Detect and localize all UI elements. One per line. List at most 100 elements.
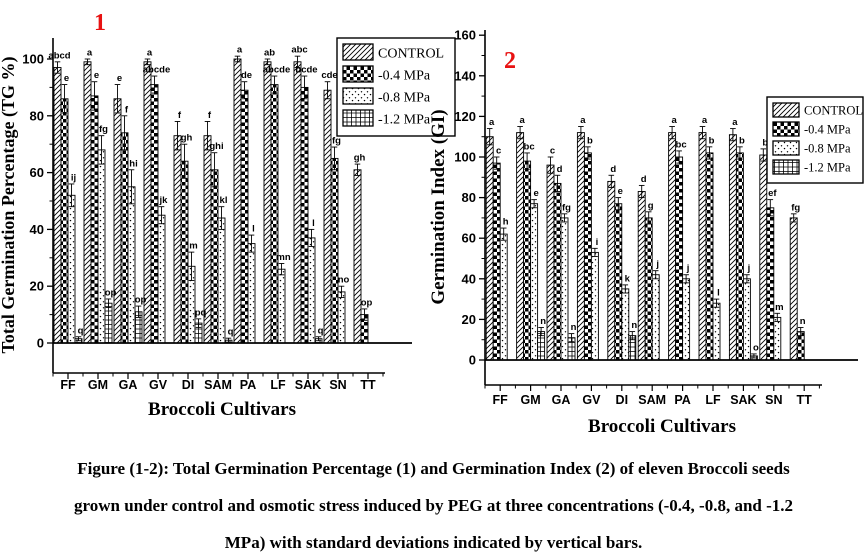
bar-check (705, 152, 714, 361)
significance-letter: gh (354, 153, 366, 164)
bar-dots (277, 268, 286, 344)
bar-dots (97, 149, 106, 344)
significance-letter: b (762, 137, 768, 148)
significance-letter: fg (562, 202, 571, 213)
significance-letter: k (625, 273, 631, 284)
bar-dots (127, 186, 136, 344)
bar-check (240, 89, 249, 344)
significance-letter: n (631, 320, 637, 331)
category-label: DI (616, 393, 629, 407)
bar-dots (157, 214, 166, 344)
significance-letter: a (580, 115, 586, 126)
bar-grid (104, 302, 113, 344)
significance-letter: c (496, 146, 501, 157)
legend-label: CONTROL (804, 104, 863, 118)
legend-label: -1.2 MPa (378, 113, 431, 128)
significance-letter: b (587, 135, 593, 146)
significance-letter: ij (71, 172, 76, 183)
legend-swatch-diag (342, 43, 374, 61)
bar-diag (668, 132, 677, 361)
bar-diag (637, 191, 646, 361)
significance-letter: d (557, 164, 563, 175)
bar-diag (353, 169, 362, 344)
bar-diag (576, 132, 585, 361)
significance-letter: q (78, 325, 84, 336)
significance-letter: jk (159, 195, 169, 206)
bar-check (766, 207, 775, 361)
significance-letter: ab (264, 48, 275, 59)
significance-letter: a (237, 45, 243, 56)
significance-letter: q (228, 327, 234, 338)
significance-letter: m (189, 241, 197, 252)
y-tick-label: 0 (37, 336, 44, 351)
significance-letter: abcde (263, 65, 290, 76)
significance-letter: fg (332, 136, 341, 147)
bar-dots (247, 243, 256, 344)
y-tick-label: 20 (462, 312, 476, 327)
significance-letter: ghi (209, 141, 223, 152)
significance-letter: gh (181, 133, 193, 144)
legend-label: -0.4 MPa (378, 69, 431, 84)
significance-letter: d (610, 164, 616, 175)
category-label: GM (521, 393, 541, 407)
bar-dots (651, 274, 660, 361)
significance-letter: e (94, 70, 99, 81)
panel-number: 2 (504, 48, 516, 74)
significance-letter: pq (195, 307, 207, 318)
y-axis-title: Germination Index (GI) (428, 109, 449, 304)
bar-check (330, 157, 339, 344)
legend-swatch-dots (342, 87, 374, 105)
bar-check (90, 95, 99, 344)
significance-letter: kl (220, 195, 228, 206)
legend-swatch-dots (772, 140, 800, 156)
bar-check (735, 152, 744, 361)
significance-letter: fg (99, 124, 108, 135)
y-tick-label: 20 (30, 279, 44, 294)
significance-letter: op (135, 295, 147, 306)
legend-label: -0.8 MPa (378, 91, 431, 106)
legend-label: -0.8 MPa (804, 142, 851, 156)
y-tick-label: 40 (30, 222, 44, 237)
category-label: SN (329, 378, 346, 392)
bar-check (675, 156, 684, 361)
bar-check (583, 152, 592, 361)
significance-letter: a (732, 117, 738, 128)
y-tick-label: 80 (30, 108, 44, 123)
bar-diag (759, 154, 768, 361)
bar-check (300, 86, 309, 344)
y-tick-label: 80 (462, 190, 476, 205)
category-label: GA (119, 378, 138, 392)
category-label: GM (88, 378, 108, 392)
significance-letter: h (503, 217, 509, 228)
bar-diag (546, 164, 555, 361)
significance-letter: b (709, 135, 715, 146)
figure-caption: Figure (1-2): Total Germination Percenta… (0, 450, 867, 554)
bar-diag (789, 217, 798, 361)
significance-letter: j (747, 263, 751, 274)
significance-letter: a (87, 48, 93, 59)
significance-letter: n (571, 322, 577, 333)
significance-letter: fg (791, 202, 800, 213)
legend-label: CONTROL (378, 47, 444, 62)
significance-letter: bc (524, 141, 535, 152)
panel-number: 1 (94, 10, 106, 36)
significance-letter: g (648, 200, 654, 211)
bar-dots (590, 251, 599, 361)
bar-diag (53, 67, 62, 344)
significance-letter: l (717, 288, 720, 299)
bar-dots (337, 291, 346, 344)
significance-letter: a (519, 115, 525, 126)
bar-check (150, 84, 159, 344)
bar-dots (621, 288, 630, 361)
legend-swatch-grid (772, 159, 800, 175)
bar-dots (217, 217, 226, 344)
category-label: PA (674, 393, 690, 407)
category-label: TT (797, 393, 813, 407)
bar-diag (293, 61, 302, 344)
bar-dots (530, 203, 539, 361)
bar-check (553, 182, 562, 361)
category-label: SN (765, 393, 782, 407)
significance-letter: n (540, 316, 546, 327)
